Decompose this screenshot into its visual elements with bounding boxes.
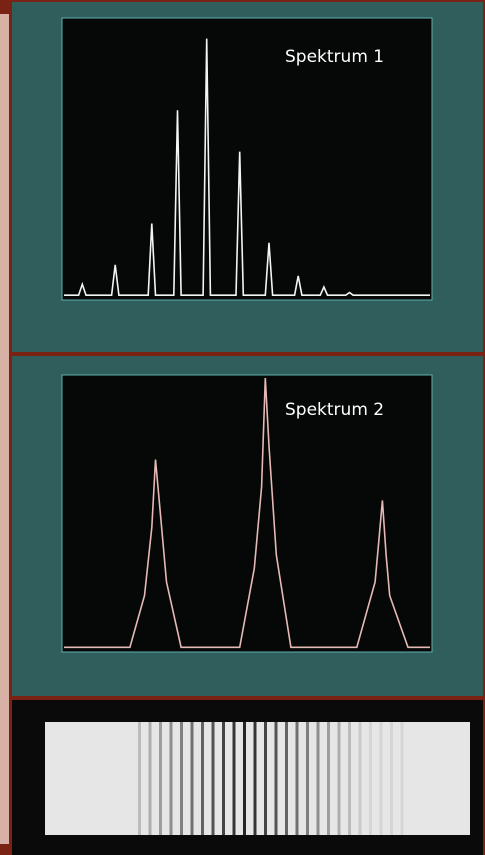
fringe [264, 722, 267, 835]
fringe [348, 722, 351, 835]
fringe [138, 722, 141, 835]
fringe [212, 722, 215, 835]
side-panel [0, 14, 9, 844]
fringe [201, 722, 204, 835]
fringe [285, 722, 288, 835]
spectrum-label: Spektrum 2 [285, 400, 384, 420]
spectrum-label: Spektrum 1 [285, 47, 384, 67]
fringe [222, 722, 225, 835]
fringe [327, 722, 330, 835]
screenshot: Spektrum 1 Spektrum 2 [0, 0, 485, 855]
fringe [170, 722, 173, 835]
fringe [180, 722, 183, 835]
fringe [191, 722, 194, 835]
fringe [401, 722, 404, 835]
fringe-background [45, 722, 470, 835]
fringe [359, 722, 362, 835]
fringe [317, 722, 320, 835]
fringe [338, 722, 341, 835]
fringe-image [45, 722, 470, 835]
fringe [149, 722, 152, 835]
fringe [296, 722, 299, 835]
fringe [254, 722, 257, 835]
fringe [159, 722, 162, 835]
fringe [233, 722, 236, 835]
fringe [369, 722, 372, 835]
page: {"chart_data": [ {"type": "line", "title… [0, 0, 485, 855]
fringe [243, 722, 246, 835]
fringe [306, 722, 309, 835]
fringe [380, 722, 383, 835]
fringe [390, 722, 393, 835]
fringe [275, 722, 278, 835]
